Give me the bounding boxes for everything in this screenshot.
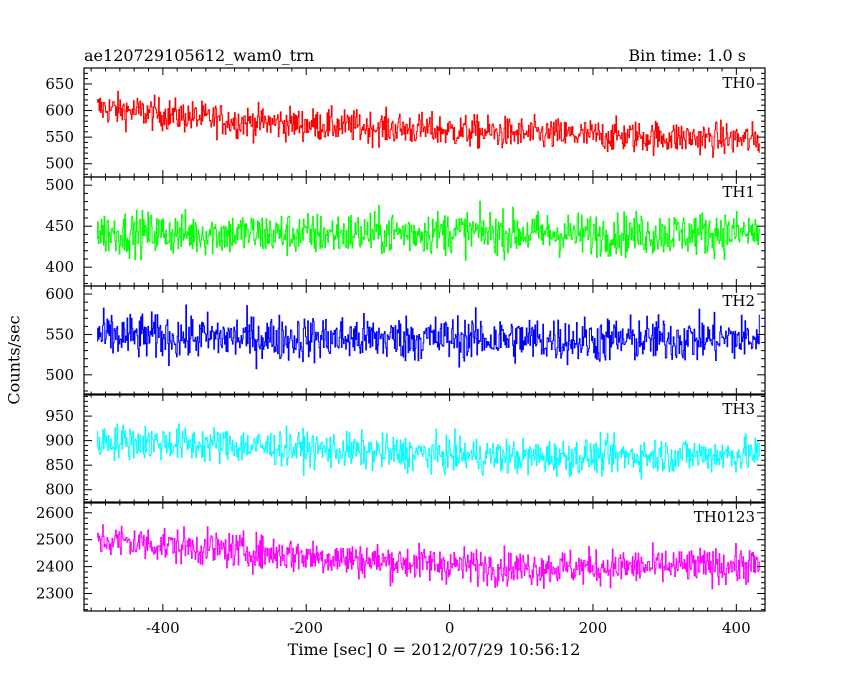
- chart-title: ae120729105612_wam0_trn: [84, 46, 315, 65]
- y-axis-label: Counts/sec: [4, 315, 24, 405]
- panel-label-th0123: TH0123: [694, 508, 755, 526]
- panel-label-th2: TH2: [722, 292, 755, 310]
- y-tick-label: 900: [45, 432, 74, 450]
- x-tick-label: 200: [579, 619, 608, 637]
- panel-label-th1: TH1: [722, 183, 755, 201]
- series-line-th3: [96, 423, 760, 480]
- y-tick-label: 500: [45, 176, 74, 194]
- y-tick-label: 450: [45, 217, 74, 235]
- y-tick-label: 550: [45, 128, 74, 146]
- y-tick-label: 500: [45, 366, 74, 384]
- x-axis-label: Time [sec] 0 = 2012/07/29 10:56:12: [287, 640, 581, 659]
- y-tick-label: 600: [45, 102, 74, 120]
- x-tick-label: -400: [146, 619, 180, 637]
- y-tick-label: 500: [45, 155, 74, 173]
- y-tick-label: 600: [45, 285, 74, 303]
- y-tick-label: 2600: [36, 504, 74, 522]
- series-line-th0: [96, 90, 760, 158]
- panel-frame-th0123: [83, 501, 766, 612]
- series-line-th1: [96, 200, 760, 261]
- y-tick-label: 400: [45, 258, 74, 276]
- y-tick-label: 550: [45, 325, 74, 343]
- series-line-th0123: [96, 524, 760, 590]
- panel-label-th0: TH0: [722, 74, 755, 92]
- y-tick-label: 2500: [36, 531, 74, 549]
- panel-frame-th2: [83, 285, 766, 396]
- series-line-th2: [96, 304, 760, 370]
- panel-label-th3: TH3: [722, 400, 755, 418]
- y-tick-label: 2300: [36, 585, 74, 603]
- y-tick-label: 950: [45, 407, 74, 425]
- y-tick-label: 2400: [36, 558, 74, 576]
- bin-time-label: Bin time: 1.0 s: [628, 46, 746, 65]
- y-tick-label: 850: [45, 456, 74, 474]
- panel-frame-th3: [83, 393, 766, 504]
- x-tick-label: 0: [445, 619, 455, 637]
- x-tick-label: -200: [289, 619, 323, 637]
- x-tick-label: 400: [722, 619, 751, 637]
- y-tick-label: 800: [45, 481, 74, 499]
- y-tick-label: 650: [45, 75, 74, 93]
